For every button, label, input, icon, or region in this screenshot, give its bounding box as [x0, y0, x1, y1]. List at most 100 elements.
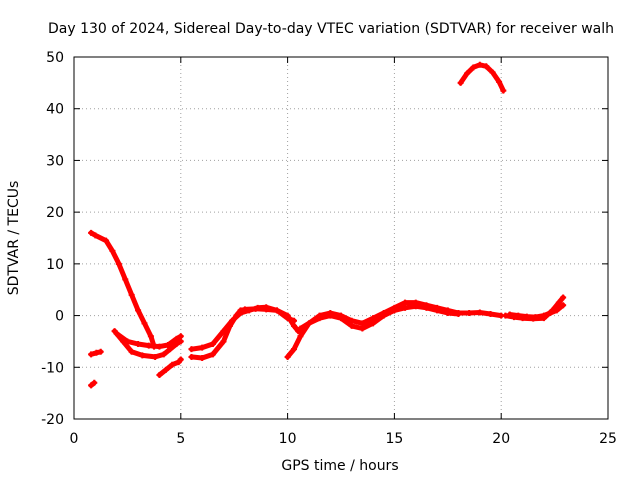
data-point — [560, 302, 567, 309]
data-point — [160, 351, 167, 358]
series-arc-6 — [156, 356, 184, 379]
data-point — [169, 361, 176, 368]
data-point — [109, 247, 116, 254]
data-point — [199, 344, 206, 351]
data-point — [434, 307, 441, 314]
data-point — [284, 353, 291, 360]
data-point — [188, 353, 195, 360]
data-point — [128, 291, 135, 298]
data-point — [523, 313, 530, 320]
data-point — [177, 356, 184, 363]
data-point — [209, 341, 216, 348]
data-point — [177, 338, 184, 345]
data-marks — [88, 61, 567, 389]
series-arc-5 — [113, 330, 184, 350]
data-point — [297, 325, 304, 332]
data-point — [139, 352, 146, 359]
data-point — [370, 315, 377, 322]
data-point — [305, 320, 312, 327]
data-point — [92, 232, 99, 239]
data-point — [402, 299, 409, 306]
data-point — [128, 348, 135, 355]
y-tick-label: 20 — [46, 205, 64, 221]
data-point — [147, 333, 154, 340]
data-point — [560, 294, 567, 301]
x-tick-label: 0 — [70, 431, 79, 447]
data-point — [284, 315, 291, 322]
chart-title: Day 130 of 2024, Sidereal Day-to-day VTE… — [48, 21, 614, 37]
data-point — [88, 229, 95, 236]
data-point — [199, 354, 206, 361]
data-point — [444, 309, 451, 316]
data-point — [540, 312, 547, 319]
data-point — [124, 338, 131, 345]
data-point — [412, 303, 419, 310]
data-point — [103, 237, 110, 244]
y-tick-label: 40 — [46, 102, 64, 118]
data-point — [173, 335, 180, 342]
data-point — [135, 341, 142, 348]
data-point — [91, 379, 98, 386]
data-point — [476, 61, 483, 68]
data-point — [188, 346, 195, 353]
series-arc-4 — [111, 328, 184, 360]
y-tick-label: 50 — [46, 50, 64, 66]
y-tick-label: 30 — [46, 153, 64, 169]
y-axis-label: SDTVAR / TECUs — [6, 181, 22, 296]
data-point — [164, 342, 171, 349]
data-point — [152, 353, 159, 360]
data-point — [229, 317, 236, 324]
data-point — [506, 311, 513, 318]
data-point — [466, 309, 473, 316]
data-point — [483, 63, 490, 70]
data-point — [370, 320, 377, 327]
data-point — [167, 346, 174, 353]
data-point — [162, 366, 169, 373]
series-arc-13 — [457, 61, 507, 94]
data-point — [423, 304, 430, 311]
data-point — [220, 328, 227, 335]
data-point — [115, 260, 122, 267]
data-point — [88, 351, 95, 358]
axis-ticks: 0 5 10 15 20 25 -20 -10 0 10 20 30 40 50 — [41, 50, 617, 447]
data-point — [93, 349, 100, 356]
data-point — [122, 276, 129, 283]
y-tick-label: -10 — [41, 360, 64, 376]
series-arc-8 — [188, 304, 298, 353]
data-point — [316, 315, 323, 322]
data-point — [237, 309, 244, 316]
data-point — [500, 87, 507, 94]
data-point — [156, 343, 163, 350]
data-point — [547, 309, 554, 316]
data-point — [515, 312, 522, 319]
y-tick-label: -20 — [41, 412, 64, 428]
data-point — [464, 70, 471, 77]
data-point — [297, 333, 304, 340]
data-point — [487, 311, 494, 318]
data-point — [496, 78, 503, 85]
series-arc-10 — [297, 303, 462, 332]
data-point — [348, 322, 355, 329]
x-tick-label: 25 — [599, 431, 617, 447]
data-point — [327, 312, 334, 319]
data-point — [246, 307, 253, 314]
x-tick-label: 20 — [492, 431, 510, 447]
data-point — [553, 307, 560, 314]
series-arc-1 — [88, 229, 158, 350]
data-point — [141, 320, 148, 327]
data-point — [476, 309, 483, 316]
y-tick-label: 0 — [55, 309, 64, 325]
data-point — [291, 322, 298, 329]
data-point — [455, 311, 462, 318]
data-point — [156, 372, 163, 379]
grid-lines — [74, 57, 608, 419]
x-tick-label: 15 — [385, 431, 403, 447]
data-point — [291, 317, 298, 324]
data-point — [457, 79, 464, 86]
data-point — [555, 299, 562, 306]
data-point — [532, 314, 539, 321]
data-point — [348, 317, 355, 324]
x-tick-label: 5 — [176, 431, 185, 447]
